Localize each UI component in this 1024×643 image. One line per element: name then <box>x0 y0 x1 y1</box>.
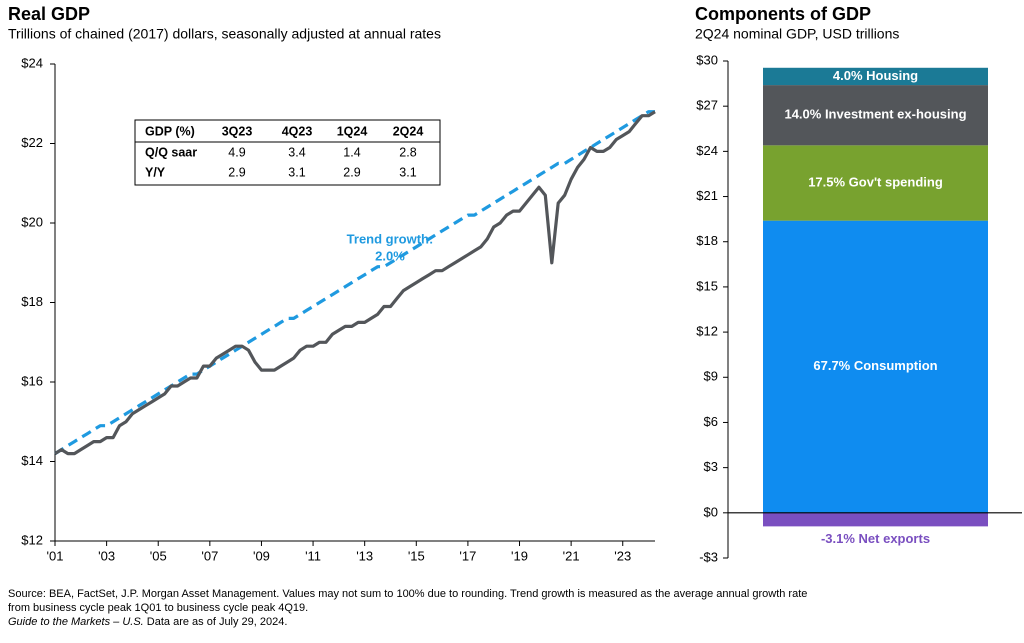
segment-label: 4.0% Housing <box>833 68 918 83</box>
y-tick-label: $20 <box>21 214 43 229</box>
bar-segment <box>763 145 988 221</box>
table-cell: 3.1 <box>399 165 416 179</box>
y-tick-label: $14 <box>21 453 43 468</box>
y-tick-label: $22 <box>21 135 43 150</box>
table-cell: 3.1 <box>288 165 305 179</box>
x-tick-label: '11 <box>305 548 321 563</box>
y-tick-label: $12 <box>696 324 718 339</box>
y-tick-label: $24 <box>21 55 43 70</box>
segment-label: -3.1% Net exports <box>821 531 930 546</box>
annotation: 2.0% <box>375 248 405 263</box>
segment-label: 67.7% Consumption <box>813 358 937 373</box>
chart-subtitle: Trillions of chained (2017) dollars, sea… <box>8 26 441 42</box>
x-tick-label: '09 <box>253 548 270 563</box>
table-cell: 2.8 <box>399 145 416 159</box>
trend-line <box>54 110 655 455</box>
y-tick-label: $3 <box>704 459 718 474</box>
bar-segment <box>763 512 988 527</box>
y-tick-label: $24 <box>696 143 718 158</box>
y-tick-label: $6 <box>704 414 718 429</box>
chart-title: Real GDP <box>8 4 90 24</box>
table-cell: 2.9 <box>343 165 360 179</box>
x-tick-label: '19 <box>511 548 528 563</box>
segment-label: 17.5% Gov't spending <box>808 174 943 189</box>
table-header: 2Q24 <box>393 124 424 138</box>
y-tick-label: $16 <box>21 373 43 388</box>
y-tick-label: $18 <box>696 233 718 248</box>
y-tick-label: -$3 <box>699 549 718 564</box>
chart-subtitle: 2Q24 nominal GDP, USD trillions <box>695 26 899 42</box>
y-tick-label: $27 <box>696 98 718 113</box>
table-box <box>134 119 441 186</box>
y-tick-label: $9 <box>704 369 718 384</box>
x-tick-label: '21 <box>563 548 580 563</box>
y-tick-label: $15 <box>696 278 718 293</box>
y-tick-label: $18 <box>21 294 43 309</box>
x-tick-label: '01 <box>47 548 64 563</box>
table-cell: Q/Q saar <box>145 145 197 159</box>
y-tick-label: $21 <box>696 188 718 203</box>
y-tick-label: $0 <box>704 504 718 519</box>
x-tick-label: '07 <box>201 548 218 563</box>
table-cell: 4.9 <box>228 145 245 159</box>
bar-segment <box>763 67 988 86</box>
x-tick-label: '03 <box>98 548 115 563</box>
table-header: GDP (%) <box>145 124 195 138</box>
table-cell: 1.4 <box>343 145 360 159</box>
x-tick-label: '17 <box>459 548 476 563</box>
bar-segment <box>763 220 988 513</box>
table-header: 4Q23 <box>282 124 313 138</box>
footnote-source: Guide to the Markets – U.S. <box>8 616 144 628</box>
footnote: from business cycle peak 1Q01 to busines… <box>8 602 308 614</box>
annotation: Trend growth: <box>347 231 434 246</box>
table-cell: 2.9 <box>228 165 245 179</box>
chart-title: Components of GDP <box>695 4 871 24</box>
table-cell: Y/Y <box>145 165 166 179</box>
x-tick-label: '23 <box>614 548 631 563</box>
table-header: 3Q23 <box>222 124 253 138</box>
y-tick-label: $12 <box>21 532 43 547</box>
footnote: Guide to the Markets – U.S. Data are as … <box>8 616 287 628</box>
y-tick-label: $30 <box>696 52 718 67</box>
data-line <box>54 110 656 456</box>
x-tick-label: '15 <box>408 548 425 563</box>
x-tick-label: '13 <box>356 548 373 563</box>
segment-label: 14.0% Investment ex-housing <box>784 107 966 122</box>
x-tick-label: '05 <box>150 548 167 563</box>
bar-segment <box>763 85 988 146</box>
footnote: Source: BEA, FactSet, J.P. Morgan Asset … <box>8 588 807 600</box>
table-header: 1Q24 <box>337 124 368 138</box>
table-cell: 3.4 <box>288 145 305 159</box>
footnote-date: Data are as of July 29, 2024. <box>144 616 288 628</box>
